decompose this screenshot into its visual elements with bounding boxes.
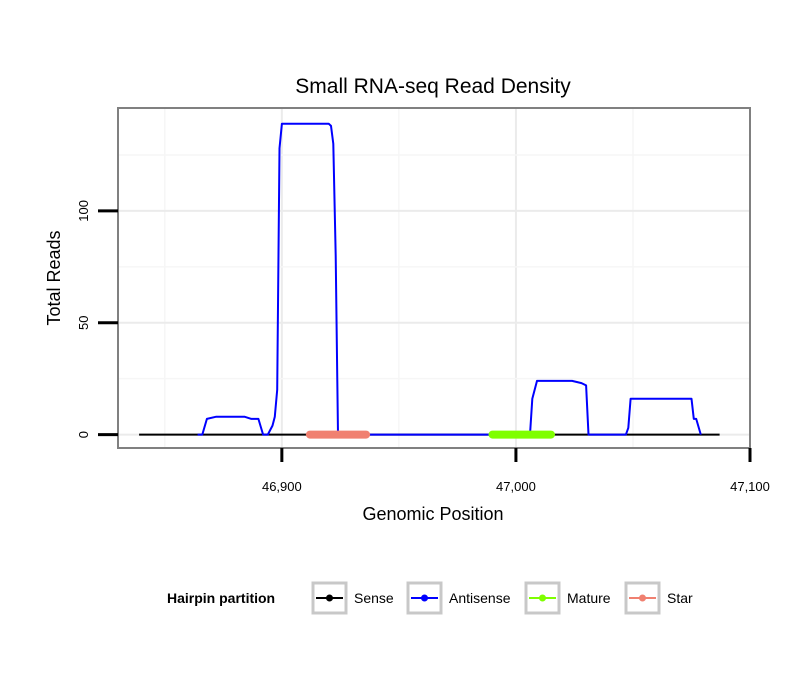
legend-dot-antisense — [421, 594, 428, 602]
x-tick-label: 46,900 — [262, 479, 302, 494]
legend-label-antisense: Antisense — [449, 590, 511, 606]
plot-panel — [118, 108, 750, 448]
x-tick-label: 47,100 — [730, 479, 770, 494]
series-layer — [139, 122, 720, 439]
y-tick-label: 0 — [76, 431, 91, 438]
legend-label-sense: Sense — [354, 590, 394, 606]
chart-title: Small RNA-seq Read Density — [295, 75, 571, 98]
x-axis-label: Genomic Position — [362, 504, 503, 524]
series-line-antisense — [197, 122, 702, 436]
y-axis-label: Total Reads — [44, 230, 64, 325]
legend-title: Hairpin partition — [167, 590, 275, 606]
x-tick-label: 47,000 — [496, 479, 536, 494]
axis-ticks: 46,900 47,000 47,100 0 50 100 — [76, 200, 770, 494]
plot-border — [117, 107, 751, 449]
legend-dot-star — [639, 594, 646, 602]
y-tick-label: 50 — [76, 316, 91, 330]
y-tick-label: 100 — [76, 200, 91, 222]
legend-label-star: Star — [667, 590, 693, 606]
legend-dot-mature — [539, 594, 546, 602]
legend-label-mature: Mature — [567, 590, 611, 606]
legend: Hairpin partition Sense Antisense Mature St… — [167, 581, 693, 615]
legend-dot-sense — [326, 594, 333, 602]
